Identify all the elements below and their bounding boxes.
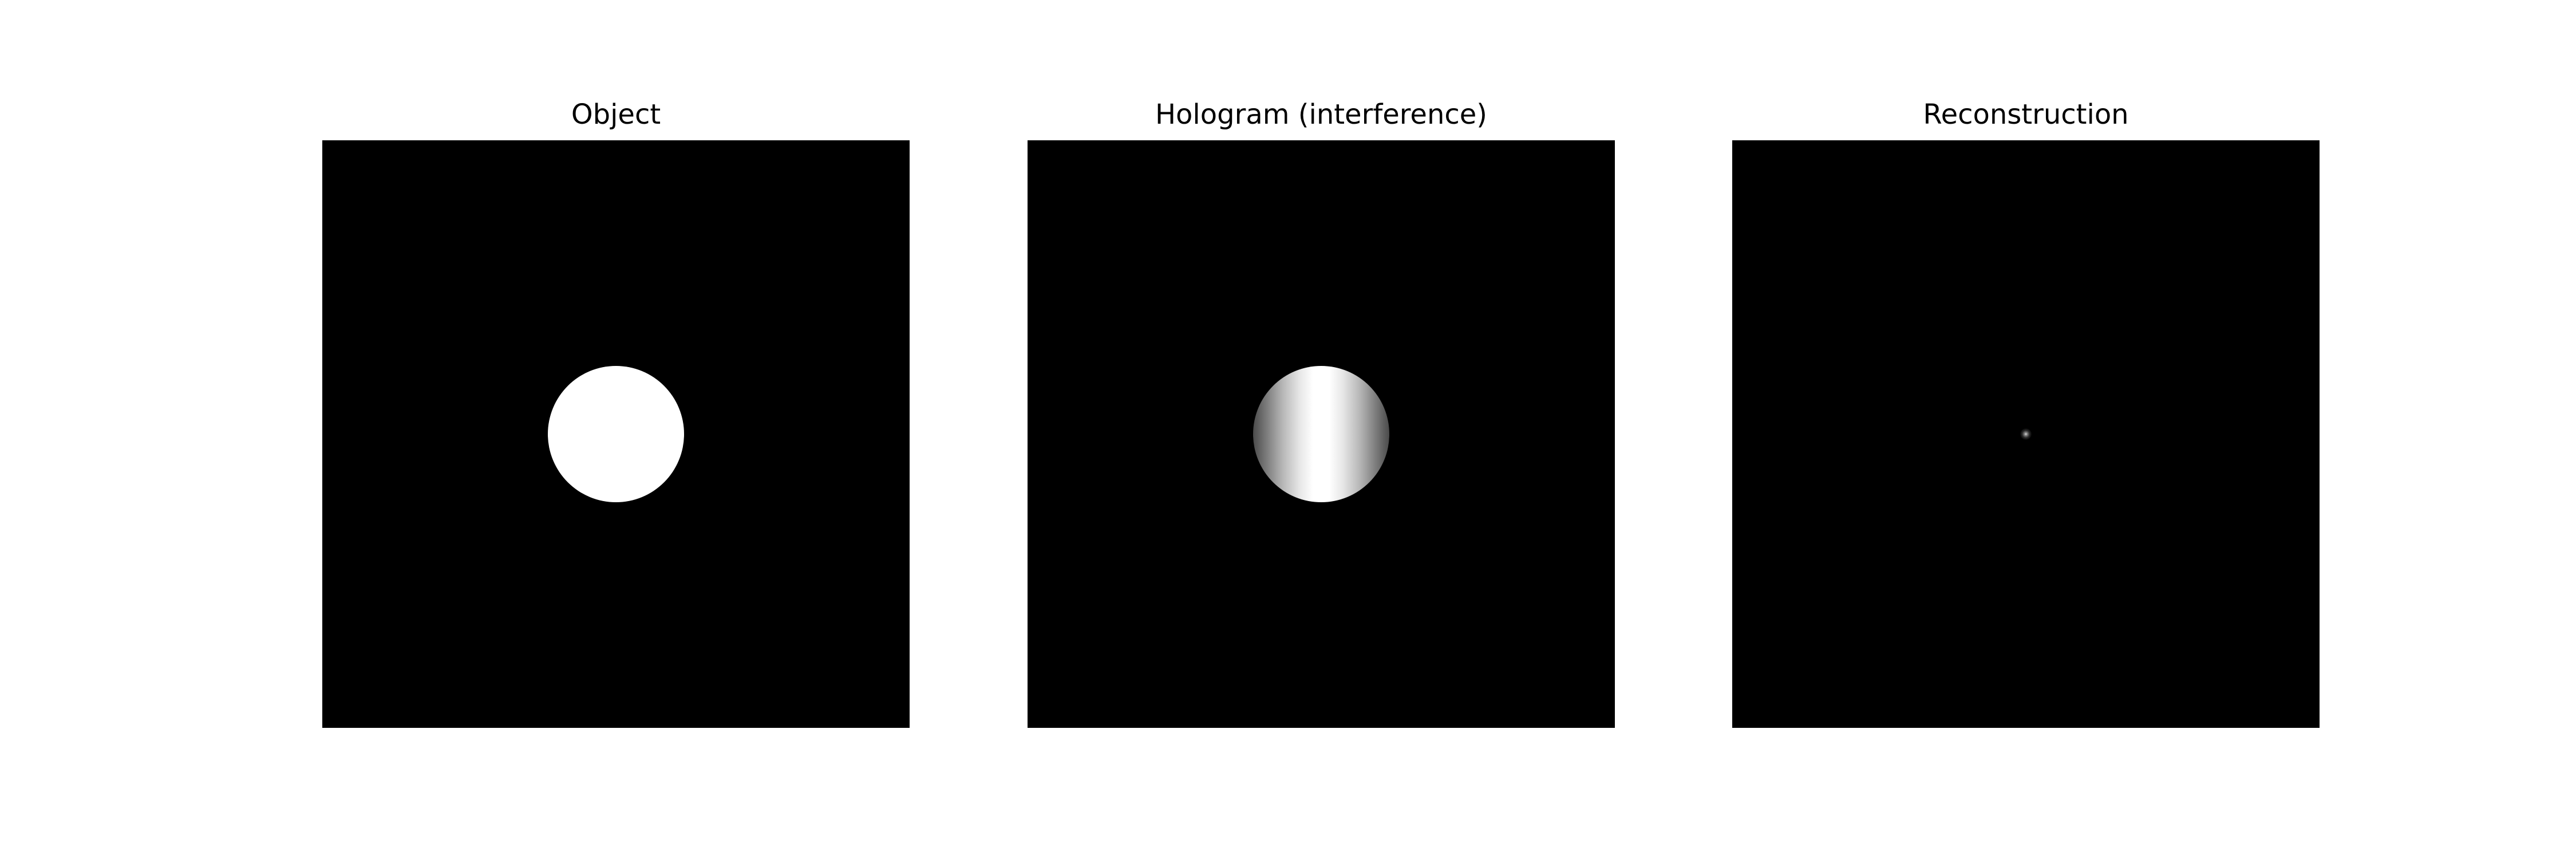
hologram-panel	[1028, 140, 1615, 728]
hologram-panel-title: Hologram (interference)	[1155, 98, 1488, 131]
reconstruction-panel	[1732, 140, 2320, 728]
hologram-image	[1028, 140, 1615, 728]
hologram-disc	[1253, 366, 1389, 502]
reconstruction-spot	[2020, 428, 2032, 440]
object-disc	[548, 366, 684, 502]
object-panel	[322, 140, 910, 728]
reconstruction-panel-title: Reconstruction	[1923, 98, 2129, 131]
object-image	[322, 140, 910, 728]
reconstruction-image	[1732, 140, 2320, 728]
object-panel-title: Object	[571, 98, 661, 131]
